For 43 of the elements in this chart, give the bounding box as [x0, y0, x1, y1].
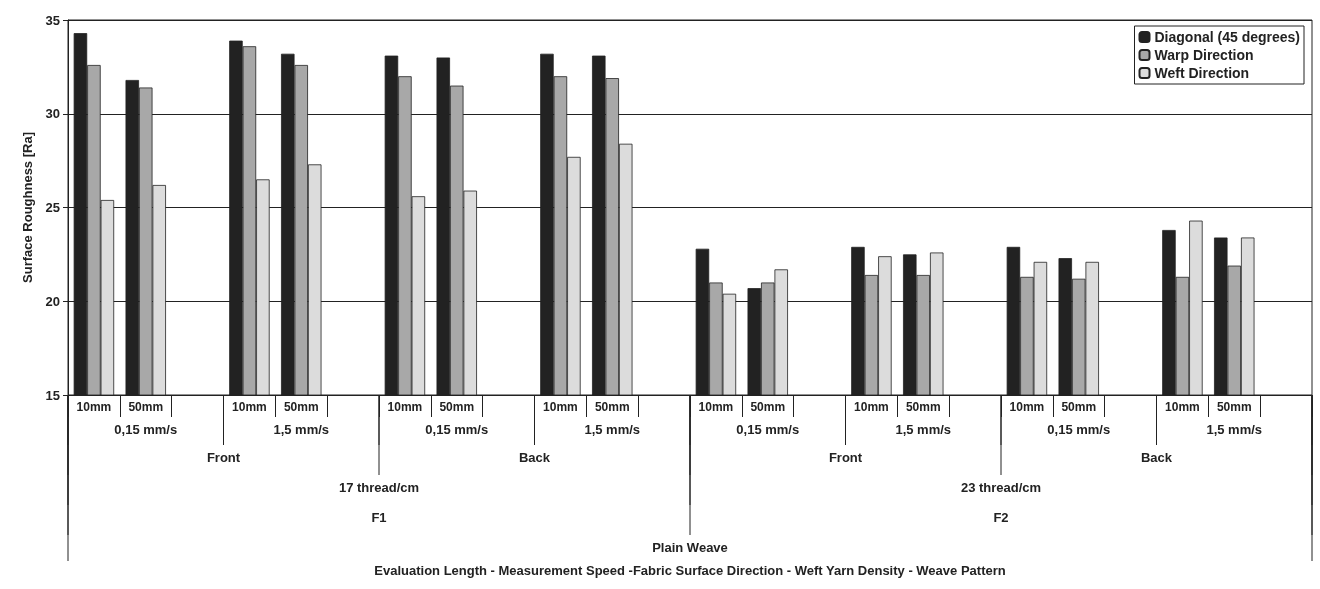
text: 1,5 mm/s: [584, 422, 641, 437]
text: F1: [371, 510, 387, 525]
x-tick-label: 50mm: [283, 400, 319, 414]
x-tick-label: 50mm: [905, 400, 941, 414]
x-tick-label: 10mm: [1165, 400, 1200, 414]
x-tick-label: 50mm: [1061, 400, 1097, 414]
text: Plain Weave: [652, 540, 728, 555]
text: Front: [206, 450, 241, 465]
x-tick-label: 10mm: [698, 400, 734, 414]
y-tick-label: 20: [45, 293, 60, 309]
text: 0,15 mm/s: [736, 422, 800, 437]
x-tick-label: 50mm: [594, 400, 630, 414]
x-tick-label: 10mm: [854, 400, 889, 414]
text: 23 thread/cm: [960, 480, 1042, 495]
text: 0,15 mm/s: [114, 422, 178, 437]
text: 0,15 mm/s: [1047, 422, 1111, 437]
x-tick-label: 10mm: [232, 400, 267, 414]
x-tick-label: 50mm: [750, 400, 786, 414]
x-tick-label: 50mm: [128, 400, 164, 414]
x-tick-label: 50mm: [1216, 400, 1252, 414]
text: 17 thread/cm: [338, 480, 420, 495]
x-tick-label: 10mm: [76, 400, 112, 414]
legend-label: Warp Direction: [1154, 47, 1254, 63]
legend-label: Weft Direction: [1154, 65, 1250, 81]
text: Back: [1140, 450, 1173, 465]
text: 0,15 mm/s: [425, 422, 489, 437]
text: 1,5 mm/s: [273, 422, 330, 437]
legend-label: Diagonal (45 degrees): [1154, 29, 1301, 45]
x-tick-label: 10mm: [387, 400, 423, 414]
text: F2: [993, 510, 1009, 525]
text: 1,5 mm/s: [1206, 422, 1263, 437]
text: Front: [828, 450, 863, 465]
x-tick-label: 10mm: [1009, 400, 1045, 414]
x-tick-label: 10mm: [543, 400, 578, 414]
y-tick-label: 15: [45, 387, 60, 403]
y-axis-title: Surface Roughness [Ra]: [20, 132, 35, 283]
text: 1,5 mm/s: [895, 422, 952, 437]
text: Back: [518, 450, 551, 465]
y-tick-label: 25: [45, 200, 60, 215]
text: Evaluation Length - Measurement Speed -Fabric Surface Direction - Weft Yarn Density - Weave Pattern: [374, 563, 1006, 578]
y-tick-label: 30: [45, 106, 60, 122]
y-tick-label: 35: [45, 12, 60, 28]
x-tick-label: 50mm: [439, 400, 475, 414]
